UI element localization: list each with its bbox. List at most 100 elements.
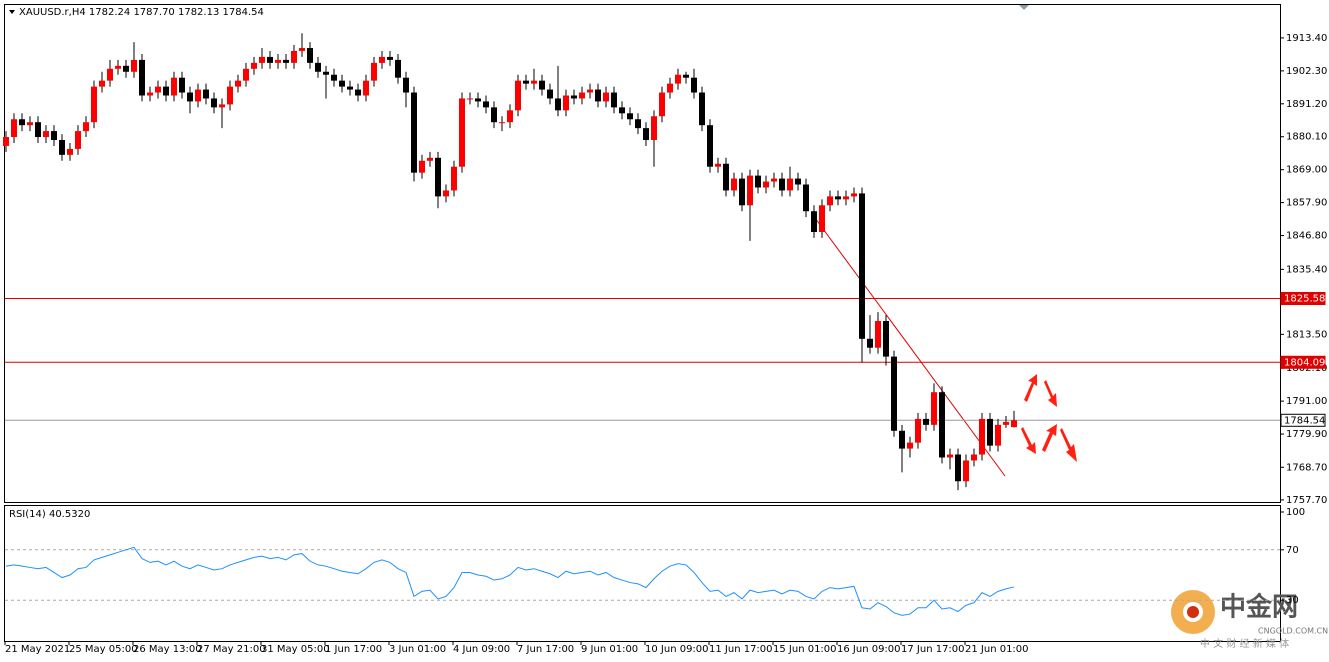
candle-body	[507, 110, 513, 123]
candle-body	[755, 175, 761, 188]
arrow-down	[1044, 380, 1057, 407]
candle-body	[643, 128, 649, 141]
candle-body	[955, 454, 961, 482]
y-tick-label: 1869.00	[1286, 165, 1327, 176]
candle-body	[395, 59, 401, 78]
candle-body	[875, 321, 881, 348]
candle-body	[91, 86, 97, 123]
candle-body	[539, 80, 545, 90]
watermark-site: CNGOLD.COM.CN	[1258, 627, 1328, 636]
level-label: 1825.58	[1284, 294, 1325, 305]
candle-body	[611, 92, 617, 108]
candle-body	[739, 178, 745, 206]
candle-body	[795, 178, 801, 185]
candle-body	[355, 89, 361, 96]
y-tick-label: 1768.70	[1286, 462, 1327, 473]
candle-body	[891, 356, 897, 431]
x-tick-label: 26 May 13:00	[133, 644, 202, 655]
candle-body	[619, 107, 625, 114]
candle-body	[419, 160, 425, 173]
candle-body	[659, 92, 665, 117]
x-tick-label: 10 Jun 09:00	[645, 644, 709, 655]
candle-body	[379, 56, 385, 63]
candle-body	[187, 92, 193, 102]
candle-body	[251, 62, 257, 69]
candle-body	[811, 211, 817, 232]
candle-body	[347, 86, 353, 90]
candle-body	[923, 418, 929, 425]
candle-body	[179, 77, 185, 93]
candle-body	[195, 89, 201, 102]
x-tick-label: 11 Jun 17:00	[709, 644, 773, 655]
rsi-frame	[4, 505, 1281, 642]
candle-body	[603, 92, 609, 102]
candle-body	[27, 122, 33, 126]
candle-body	[843, 196, 849, 200]
rsi-tick-label: 100	[1286, 507, 1305, 518]
candle-body	[667, 83, 673, 93]
price-frame	[4, 4, 1281, 503]
menu-arrow	[9, 10, 15, 14]
candle-body	[171, 77, 177, 96]
candle-body	[99, 80, 105, 87]
level-tag	[1280, 355, 1326, 369]
candle-body	[627, 113, 633, 120]
candle-body	[211, 98, 217, 108]
candle-body	[683, 74, 689, 78]
rsi-tick-label: 30	[1286, 595, 1299, 606]
candle-body	[491, 107, 497, 123]
candle-body	[107, 68, 113, 81]
candle-body	[475, 98, 481, 102]
candle-body	[147, 92, 153, 96]
y-tick-label: 1835.40	[1286, 264, 1327, 275]
y-tick-label: 1913.40	[1286, 33, 1327, 44]
y-tick-label: 1846.80	[1286, 231, 1327, 242]
candle-body	[243, 68, 249, 81]
candle-body	[555, 98, 561, 111]
candle-body	[299, 48, 305, 51]
y-tick-label: 1813.50	[1286, 329, 1327, 340]
candle-body	[571, 95, 577, 99]
y-tick-label: 1902.30	[1286, 66, 1327, 77]
candle-body	[803, 184, 809, 212]
level-label: 1784.54	[1284, 415, 1325, 426]
candle-body	[267, 56, 273, 63]
x-tick-label: 21 Jun 01:00	[965, 644, 1029, 655]
candle-body	[315, 62, 321, 72]
candle-body	[723, 163, 729, 191]
level-tag	[1280, 292, 1326, 306]
candle-body	[691, 77, 697, 93]
x-tick-label: 31 May 05:00	[261, 644, 330, 655]
candle-body	[275, 59, 281, 63]
y-tick-label: 1757.70	[1286, 495, 1327, 506]
candle-body	[203, 89, 209, 99]
candle-body	[531, 80, 537, 84]
candle-body	[499, 122, 505, 124]
candle-body	[563, 95, 569, 111]
candle-body	[155, 86, 161, 93]
candle-body	[651, 116, 657, 141]
candle-body	[331, 74, 337, 81]
candle-body	[515, 80, 521, 111]
candle-body	[219, 104, 225, 108]
candle-body	[19, 119, 25, 126]
candle-body	[139, 59, 145, 96]
candle-body	[747, 175, 753, 206]
candle-body	[931, 392, 937, 425]
candle-body	[403, 77, 409, 93]
candle-body	[907, 442, 913, 449]
candle-body	[771, 178, 777, 182]
candle-body	[787, 178, 793, 191]
candle-body	[363, 80, 369, 96]
arrow-up	[1042, 424, 1057, 452]
x-tick-label: 9 Jun 01:00	[581, 644, 638, 655]
candle-body	[459, 98, 465, 167]
candle-body	[707, 125, 713, 167]
logo-core	[1187, 606, 1199, 618]
y-tick-label: 1791.00	[1286, 396, 1327, 407]
candle-body	[339, 80, 345, 87]
candle-body	[699, 92, 705, 126]
candle-body	[859, 193, 865, 339]
candle-body	[411, 92, 417, 173]
